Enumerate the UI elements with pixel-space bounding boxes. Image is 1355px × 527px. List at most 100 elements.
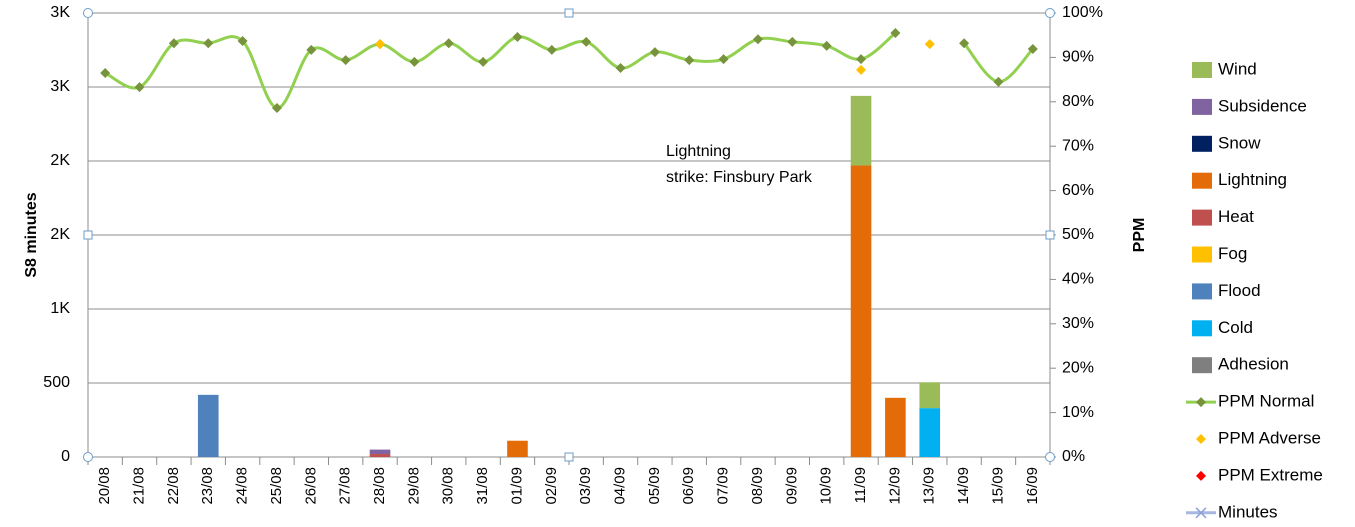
legend-label: Subsidence (1218, 96, 1307, 115)
y-tick-label: 0 (61, 448, 70, 465)
x-tick-label: 07/09 (715, 467, 732, 505)
legend-swatch (1192, 283, 1212, 300)
y2-tick-label: 50% (1062, 226, 1094, 243)
x-tick-label: 08/09 (749, 467, 766, 505)
legend-marker (1196, 434, 1206, 444)
x-tick-label: 24/08 (234, 467, 251, 505)
legend-swatch (1192, 320, 1212, 337)
x-tick-label: 12/09 (886, 467, 903, 505)
legend-swatch (1192, 172, 1212, 189)
x-tick-label: 01/09 (508, 467, 525, 505)
x-tick-label: 02/09 (543, 467, 560, 505)
x-tick-label: 20/08 (96, 467, 113, 505)
x-tick-label: 22/08 (165, 467, 182, 505)
x-tick-label: 21/08 (131, 467, 148, 505)
x-tick-label: 28/08 (371, 467, 388, 505)
line-marker (134, 82, 145, 93)
legend-swatch (1192, 246, 1212, 263)
y2-tick-label: 80% (1062, 93, 1094, 110)
line-marker (718, 54, 729, 65)
legend-label: Fog (1218, 244, 1247, 263)
bar (919, 408, 941, 457)
line-marker (581, 36, 592, 47)
x-tick-label: 16/09 (1024, 467, 1041, 505)
legend-swatch (1192, 357, 1212, 374)
bar (850, 165, 872, 457)
legend-label: Adhesion (1218, 355, 1289, 374)
point (856, 64, 867, 75)
x-tick-label: 14/09 (955, 467, 972, 505)
legend-swatch (1192, 135, 1212, 152)
lines (100, 27, 1038, 114)
line-marker (615, 63, 626, 74)
line-marker (546, 44, 557, 55)
line-marker (168, 38, 179, 49)
bar (369, 449, 391, 455)
line-marker (821, 40, 832, 51)
x-tick-label: 10/09 (818, 467, 835, 505)
line-marker (237, 35, 248, 46)
grid: 0 500 1K 2K 2K 3K 3K 0% 10% 20% 30% 40% 50% 60% 70% 80%… (43, 4, 1103, 504)
x-tick-label: 15/09 (989, 467, 1006, 505)
y-tick-label: 2K (50, 152, 70, 169)
point (924, 39, 935, 50)
y2-tick-label: 30% (1062, 315, 1094, 332)
line-marker (752, 34, 763, 45)
y2-tick-label: 100% (1062, 4, 1103, 21)
legend-label: PPM Extreme (1218, 465, 1323, 484)
line-marker (856, 54, 867, 65)
x-tick-label: 06/09 (680, 467, 697, 505)
legend-label: Heat (1218, 207, 1254, 226)
line-marker (1027, 43, 1038, 54)
y2-tick-label: 70% (1062, 137, 1094, 154)
bar (919, 382, 941, 409)
legend-swatch (1192, 209, 1212, 226)
x-tick-label: 09/09 (783, 467, 800, 505)
line-marker (787, 36, 798, 47)
point (375, 39, 386, 50)
y2-tick-label: 90% (1062, 49, 1094, 66)
x-tick-label: 05/09 (646, 467, 663, 505)
annotation: Lightning (666, 143, 731, 160)
y2-axis-label: PPM (1131, 218, 1148, 253)
x-tick-label: 23/08 (199, 467, 216, 505)
line-marker (100, 67, 111, 78)
line-marker (306, 44, 317, 55)
bar (369, 454, 391, 457)
legend-swatch (1192, 62, 1212, 78)
y-tick-label: 3K (50, 78, 70, 95)
legend-swatch (1192, 98, 1212, 115)
line-marker (409, 56, 420, 67)
line-marker (443, 38, 454, 49)
legend-label: PPM Normal (1218, 392, 1314, 411)
x-tick-label: 31/08 (474, 467, 491, 505)
line-marker (890, 27, 901, 38)
line-marker (649, 47, 660, 58)
y2-tick-label: 40% (1062, 271, 1094, 288)
bars (197, 95, 941, 457)
x-tick-label: 25/08 (268, 467, 285, 505)
y-tick-label: 1K (50, 300, 70, 317)
line-marker (512, 31, 523, 42)
y2-tick-label: 20% (1062, 359, 1094, 376)
x-tick-label: 03/09 (577, 467, 594, 505)
legend-label: PPM Adverse (1218, 428, 1321, 447)
y2-tick-label: 0% (1062, 448, 1085, 465)
legend-label: Lightning (1218, 170, 1287, 189)
y2-tick-label: 60% (1062, 182, 1094, 199)
x-tick-label: 04/09 (612, 467, 629, 505)
legend-marker (1196, 397, 1206, 408)
line-marker (203, 38, 214, 49)
x-tick-label: 29/08 (405, 467, 422, 505)
bar (885, 397, 906, 457)
y-tick-label: 2K (50, 226, 70, 243)
line-marker (684, 55, 695, 66)
line-marker (959, 38, 970, 49)
legend-label: Snow (1218, 133, 1261, 152)
x-tick-label: 11/09 (852, 467, 869, 503)
x-tick-label: 13/09 (921, 467, 938, 505)
y-axis-label: S8 minutes (23, 192, 40, 277)
x-tick-label: 30/08 (440, 467, 457, 505)
x-tick-label: 26/08 (302, 467, 319, 505)
